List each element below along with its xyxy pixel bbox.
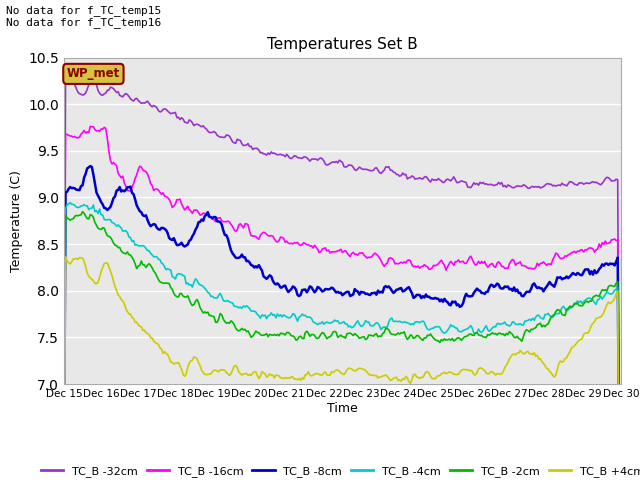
X-axis label: Time: Time bbox=[327, 402, 358, 415]
Text: No data for f_TC_temp15
No data for f_TC_temp16: No data for f_TC_temp15 No data for f_TC… bbox=[6, 5, 162, 28]
Title: Temperatures Set B: Temperatures Set B bbox=[267, 37, 418, 52]
Text: WP_met: WP_met bbox=[67, 67, 120, 80]
Y-axis label: Temperature (C): Temperature (C) bbox=[10, 170, 23, 272]
Legend: TC_B -32cm, TC_B -16cm, TC_B -8cm, TC_B -4cm, TC_B -2cm, TC_B +4cm: TC_B -32cm, TC_B -16cm, TC_B -8cm, TC_B … bbox=[36, 461, 640, 480]
